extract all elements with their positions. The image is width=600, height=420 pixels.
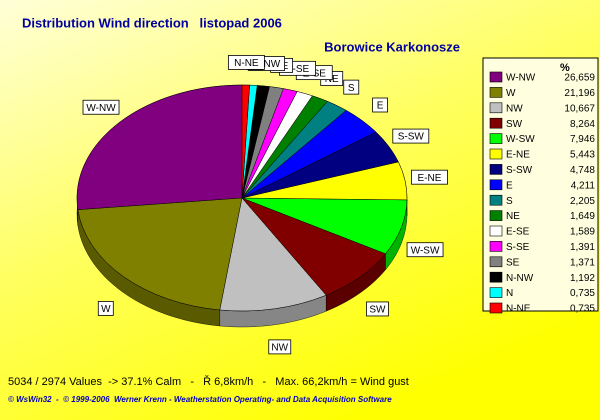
slice-label: E-NE xyxy=(418,173,442,184)
legend-value: 26,659 xyxy=(564,73,595,84)
slice-label: E xyxy=(377,101,384,112)
legend-swatch xyxy=(489,117,503,129)
legend-value: 4,211 xyxy=(571,180,596,191)
label-box xyxy=(268,339,292,355)
legend-swatch xyxy=(489,271,503,283)
slice xyxy=(241,84,250,199)
slice xyxy=(241,197,386,296)
legend-swatch xyxy=(489,210,503,221)
pie-labels: W-NWWNWSWW-SWE-NES-SWESNEE-SES-SESEN-NWN… xyxy=(82,55,448,355)
slice xyxy=(77,197,243,311)
label-box xyxy=(343,79,360,95)
label-box xyxy=(392,128,430,144)
slice-label: W xyxy=(101,304,111,315)
slice-label: W-SW xyxy=(411,245,440,256)
legend-swatch xyxy=(489,287,503,298)
legend: W-NW 26,659 W 21,196 NW 10,667 SW 8,264 W-SW 7,94… xyxy=(489,71,596,315)
legend-value: 1,649 xyxy=(570,211,595,222)
slice xyxy=(76,84,243,211)
slice-label: N-NW xyxy=(253,59,281,70)
label-box xyxy=(227,55,265,70)
slice-label: W-NW xyxy=(86,103,116,114)
legend-value: 8,264 xyxy=(570,119,595,130)
stats-note: 5034 / 2974 Values -> 37.1% Calm - Ř 6,8… xyxy=(8,375,409,388)
legend-label: N-NE xyxy=(506,304,531,315)
legend-label: N xyxy=(506,288,513,299)
legend-label: E-SE xyxy=(506,227,530,238)
slice-label: S xyxy=(348,83,355,94)
legend-value: 0,735 xyxy=(570,288,595,299)
legend-swatch xyxy=(489,302,503,314)
legend-label: SW xyxy=(506,119,523,130)
legend-swatch xyxy=(489,179,503,191)
legend-value: 21,196 xyxy=(564,88,595,99)
legend-value: 7,946 xyxy=(570,134,595,145)
legend-label: NE xyxy=(506,211,520,222)
legend-value: 1,192 xyxy=(570,273,595,284)
legend-value: 5,443 xyxy=(570,150,595,161)
legend-swatch xyxy=(489,87,503,98)
slice-label: SW xyxy=(369,305,386,316)
label-box xyxy=(411,169,448,185)
legend-value: 1,371 xyxy=(570,257,595,268)
legend-swatch xyxy=(489,225,503,237)
pie xyxy=(76,84,408,328)
label-box xyxy=(406,242,444,258)
legend-label: W-NW xyxy=(506,73,536,84)
legend-title: % xyxy=(560,62,570,74)
slice-label: S-SW xyxy=(398,132,425,143)
legend-label: N-NW xyxy=(506,273,534,284)
legend-label: W xyxy=(506,88,516,99)
legend-value: 0,735 xyxy=(570,304,595,315)
legend-label: S-SW xyxy=(506,165,533,176)
legend-swatch xyxy=(489,133,503,144)
legend-label: E-NE xyxy=(506,150,530,161)
legend-label: W-SW xyxy=(506,134,535,145)
slice-label: N-NE xyxy=(234,58,259,69)
legend-label: SE xyxy=(506,257,520,268)
copyright-note: © WsWin32 - © 1999-2006 Werner Krenn - W… xyxy=(8,395,392,404)
chart-title: Distribution Wind direction listopad 200… xyxy=(22,15,282,30)
label-box xyxy=(366,301,389,317)
legend-swatch xyxy=(489,194,503,206)
label-box xyxy=(82,99,120,115)
legend-swatch xyxy=(489,256,503,268)
legend-label: E xyxy=(506,180,513,191)
legend-label: S-SE xyxy=(506,242,530,253)
label-box xyxy=(372,97,388,113)
legend-value: 10,667 xyxy=(564,103,595,114)
legend-value: 1,391 xyxy=(570,242,595,253)
legend-swatch xyxy=(489,102,503,114)
legend-swatch xyxy=(489,71,503,83)
legend-value: 2,205 xyxy=(570,196,595,207)
legend-value: 4,748 xyxy=(570,165,595,176)
legend-swatch xyxy=(489,148,503,160)
slice xyxy=(219,197,327,312)
legend-swatch xyxy=(489,164,503,175)
legend-swatch xyxy=(489,241,503,252)
slice-label: S-SE xyxy=(286,64,310,75)
label-box xyxy=(97,301,114,316)
chart-subtitle: Borowice Karkonosze xyxy=(324,39,460,54)
slice-label: NW xyxy=(271,343,288,354)
legend-label: S xyxy=(506,196,513,207)
legend-value: 1,589 xyxy=(570,227,595,238)
legend-label: NW xyxy=(506,103,523,114)
